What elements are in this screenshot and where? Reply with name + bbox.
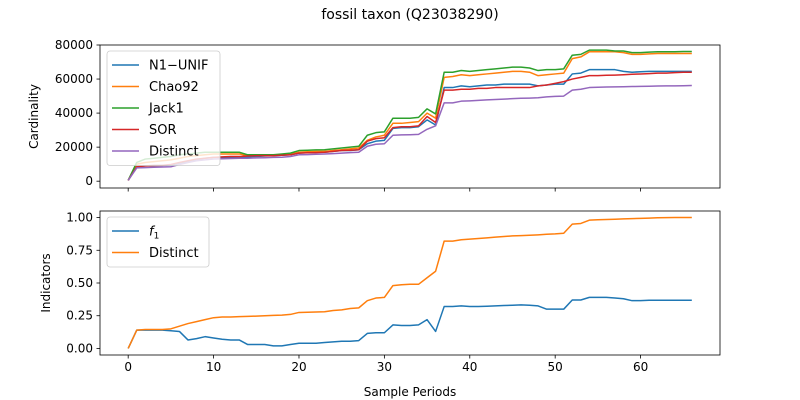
series-lines	[127, 216, 692, 349]
legend-label-name: SOR	[149, 123, 177, 138]
series-lines	[127, 49, 692, 181]
x-tick-label: 50	[548, 360, 563, 374]
series-line-1	[127, 216, 692, 349]
legend-label-2: Jack1	[148, 102, 184, 117]
x-axis-label: Sample Periods	[364, 385, 456, 399]
y-tick-label: 0.25	[66, 309, 93, 323]
legend: N1−UNIF Chao92 Jack1 SOR Distinct	[106, 50, 221, 166]
y-tick-label: 20000	[55, 140, 93, 154]
legend: f1 Distinct	[106, 216, 210, 268]
y-tick-label: 80000	[55, 38, 93, 52]
y-tick-label: 60000	[55, 72, 93, 86]
y-tick-label: 40000	[55, 106, 93, 120]
legend-label-subscript: 1	[154, 232, 160, 242]
bottom-panel-indicators: 0 10 20 30 40 50 60 0.00 0.25 0.50 0.75 1.00 Indicat…	[39, 211, 721, 399]
x-tick-label: 40	[462, 360, 477, 374]
series-line-3	[127, 71, 692, 181]
legend-box	[106, 50, 221, 166]
y-tick-label: 1.00	[66, 211, 93, 225]
legend-label-name: Distinct	[149, 145, 199, 160]
y-tick-label: 0.00	[66, 341, 93, 355]
x-tick-label: 60	[633, 360, 648, 374]
y-tick-label: 0.75	[66, 243, 93, 257]
legend-label-name: N1−UNIF	[149, 59, 208, 74]
legend-box	[106, 216, 210, 268]
legend-label-1: Distinct	[149, 246, 199, 261]
y-axis-label: Indicators	[39, 253, 53, 312]
legend-label-0: N1−UNIF	[149, 59, 208, 74]
series-line-2	[127, 49, 692, 181]
y-tick-label: 0.50	[66, 276, 93, 290]
series-line-0	[127, 296, 692, 349]
top-panel-cardinality: 0 20000 40000 60000 80000 Cardinality N1−UNIF C…	[27, 38, 721, 192]
series-line-1	[127, 51, 692, 181]
x-tick-label: 30	[377, 360, 392, 374]
axes-frame	[99, 44, 721, 189]
legend-label-4: Distinct	[149, 145, 199, 160]
legend-label-name: Chao92	[149, 80, 199, 95]
x-tick-label: 20	[291, 360, 306, 374]
legend-label-1: Chao92	[149, 80, 199, 95]
series-line-4	[127, 84, 692, 181]
legend-label-0: f1	[149, 225, 159, 242]
x-tick-label: 0	[124, 360, 132, 374]
figure-title: fossil taxon (Q23038290)	[321, 7, 498, 23]
y-axis-label: Cardinality	[27, 84, 41, 149]
y-tick-label: 0	[85, 174, 93, 188]
x-tick-label: 10	[206, 360, 221, 374]
legend-label-name: f	[149, 225, 156, 240]
legend-label-name: Jack1	[148, 102, 184, 117]
legend-label-name: Distinct	[149, 246, 199, 261]
legend-label-3: SOR	[149, 123, 177, 138]
